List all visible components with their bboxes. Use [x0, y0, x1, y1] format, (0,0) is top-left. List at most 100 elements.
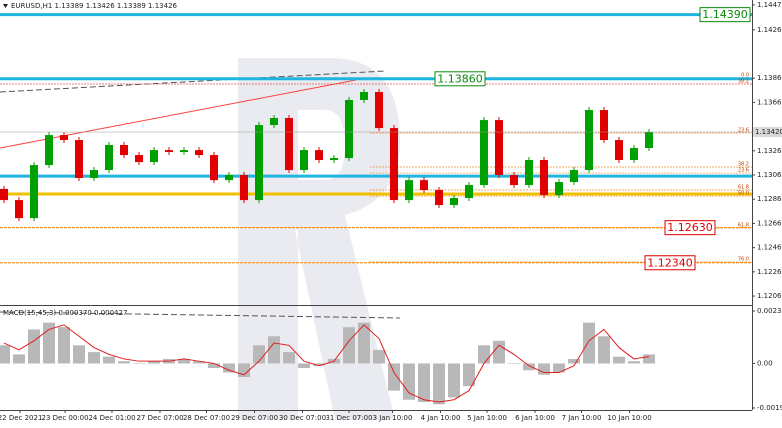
candle-body: [435, 190, 443, 206]
histogram-bar: [358, 322, 370, 364]
candle-body: [420, 180, 428, 191]
histogram-bar: [583, 322, 595, 364]
candle-body: [210, 155, 218, 181]
y-tick-label: 1.13865: [757, 74, 782, 82]
candle-body: [0, 188, 8, 201]
histogram-bar: [118, 361, 130, 364]
y-tick-label: 1.12065: [757, 292, 782, 300]
x-tick-label: 10 Jan 10:00: [607, 414, 651, 422]
histogram-bar: [298, 363, 310, 368]
x-tick-label: 31 Dec 07:00: [325, 414, 372, 422]
current-price-label: 1.13420: [755, 128, 782, 136]
histogram-bar: [43, 322, 55, 364]
candle-body: [570, 170, 578, 183]
level-label-box: [644, 255, 696, 271]
level-label-box: [699, 7, 751, 23]
histogram-bar: [88, 352, 100, 364]
y-tick-label: 1.12865: [757, 195, 782, 203]
fib-label: 23.6: [738, 128, 749, 134]
candle-body: [225, 175, 233, 181]
candle-body: [540, 160, 548, 196]
histogram-bar: [403, 363, 415, 400]
histogram-bar: [463, 363, 475, 387]
candle-body: [525, 160, 533, 186]
histogram-bar: [478, 345, 490, 364]
histogram-bar: [28, 329, 40, 364]
histogram-bar: [613, 356, 625, 364]
candle-body: [600, 110, 608, 141]
histogram-bar: [628, 361, 640, 364]
candle-body: [405, 180, 413, 201]
histogram-bar: [313, 363, 325, 366]
x-tick-label: 6 Jan 10:00: [515, 414, 555, 422]
level-label: 1.12340: [647, 256, 693, 269]
candle-body: [480, 120, 488, 186]
histogram-bar: [448, 363, 460, 398]
level-label-box: [434, 71, 486, 87]
x-tick-label: 22 Dec 2021: [0, 414, 42, 422]
histogram-bar: [208, 363, 220, 368]
chart-title: EURUSD,H1 1.13389 1.13426 1.13389 1.1342…: [11, 2, 178, 10]
histogram-bar: [253, 345, 265, 364]
title-arrow: [3, 4, 8, 8]
trend-line: [0, 79, 357, 149]
fib-label: 50.0: [738, 191, 749, 197]
candle-body: [30, 165, 38, 219]
histogram-bar: [553, 363, 565, 373]
level-label: 1.13860: [437, 72, 483, 85]
histogram-bar: [223, 363, 235, 373]
histogram-bar: [178, 358, 190, 364]
current-price-box: [753, 127, 782, 138]
candle-body: [120, 144, 128, 156]
macd-title: MACD(15,45,3) 0.000370 0.000427: [3, 309, 127, 317]
level-label: 1.14390: [702, 8, 748, 21]
histogram-bar: [13, 354, 25, 364]
candle-body: [255, 125, 263, 201]
candle-body: [90, 170, 98, 179]
candle-body: [390, 128, 398, 201]
candle-body: [240, 175, 248, 201]
candle-body: [150, 150, 158, 163]
histogram-bar: [433, 363, 445, 405]
histogram-bar: [343, 327, 355, 364]
level-label-box: [664, 220, 716, 236]
fib-label: 61.8: [738, 185, 749, 191]
histogram-bar: [568, 358, 580, 364]
y-tick-label: 1.14265: [757, 26, 782, 34]
x-tick-label: 28 Dec 07:00: [183, 414, 230, 422]
histogram-bar: [508, 363, 520, 364]
candle-body: [315, 150, 323, 161]
candle-body: [375, 91, 383, 129]
candle-body: [45, 135, 53, 166]
candle-body: [465, 185, 473, 199]
histogram-bar: [103, 356, 115, 364]
macd-trend-line: [0, 311, 401, 319]
y-tick-label: 1.12465: [757, 244, 782, 252]
fib-label: 38.2: [738, 78, 749, 84]
candle-body: [300, 150, 308, 171]
histogram-bar: [523, 363, 535, 371]
histogram-bar: [643, 354, 655, 364]
candle-body: [645, 132, 653, 149]
histogram-bar: [0, 345, 10, 364]
candle-body: [345, 99, 353, 159]
y-tick-label: 1.13665: [757, 98, 782, 106]
candle-body: [180, 150, 188, 153]
candle-body: [630, 148, 638, 161]
y-tick-label: -0.001964: [757, 404, 782, 412]
y-tick-label: 1.14470: [757, 1, 782, 9]
candle-body: [15, 200, 23, 219]
candle-body: [450, 198, 458, 206]
candle-body: [555, 182, 563, 196]
fib-label: 23.6: [738, 168, 749, 174]
x-tick-label: 27 Dec 07:00: [136, 414, 183, 422]
candle-body: [105, 144, 113, 171]
candle-body: [60, 135, 68, 141]
x-tick-label: 24 Dec 01:00: [88, 414, 135, 422]
histogram-bar: [388, 363, 400, 391]
trend-line-dashed: [0, 70, 386, 93]
candle-body: [330, 158, 338, 161]
candle-body: [135, 155, 143, 163]
x-tick-label: 4 Jan 10:00: [421, 414, 461, 422]
